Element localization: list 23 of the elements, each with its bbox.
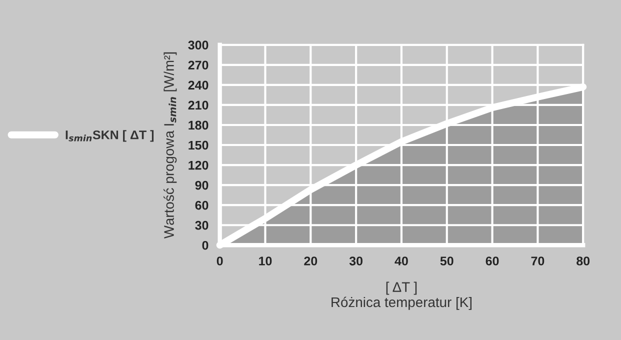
x-tick-label: 40 [394, 256, 408, 266]
y-tick-label: 300 [188, 40, 208, 50]
y-tick-label: 120 [188, 160, 208, 170]
x-tick-label: 30 [349, 256, 363, 266]
y-tick-label: 240 [188, 80, 208, 90]
y-tick-label: 0 [202, 240, 208, 250]
x-tick-label: 20 [304, 256, 318, 266]
y-axis-title: Wartość progowa I$_{smin}$ [W/m²] [164, 52, 177, 239]
y-tick-label: 60 [195, 200, 208, 210]
y-tick-label: 150 [188, 140, 208, 150]
x-tick-label: 80 [576, 256, 590, 266]
x-tick-label: 70 [531, 256, 544, 266]
y-tick-label: 180 [188, 120, 208, 130]
y-tick-label: 270 [188, 60, 208, 70]
y-tick-label: 210 [188, 100, 208, 110]
x-tick-label: 60 [486, 256, 499, 266]
y-tick-label: 30 [195, 220, 208, 230]
legend-label: I$_{smin}$SKN [ ΔT ] [66, 130, 154, 142]
x-axis-title: [ ΔT ] Różnica temperatur [K] [332, 282, 472, 310]
x-tick-label: 10 [259, 256, 272, 266]
x-tick-label: 0 [216, 256, 223, 266]
y-tick-label: 90 [195, 180, 208, 190]
x-tick-label: 50 [440, 256, 454, 266]
